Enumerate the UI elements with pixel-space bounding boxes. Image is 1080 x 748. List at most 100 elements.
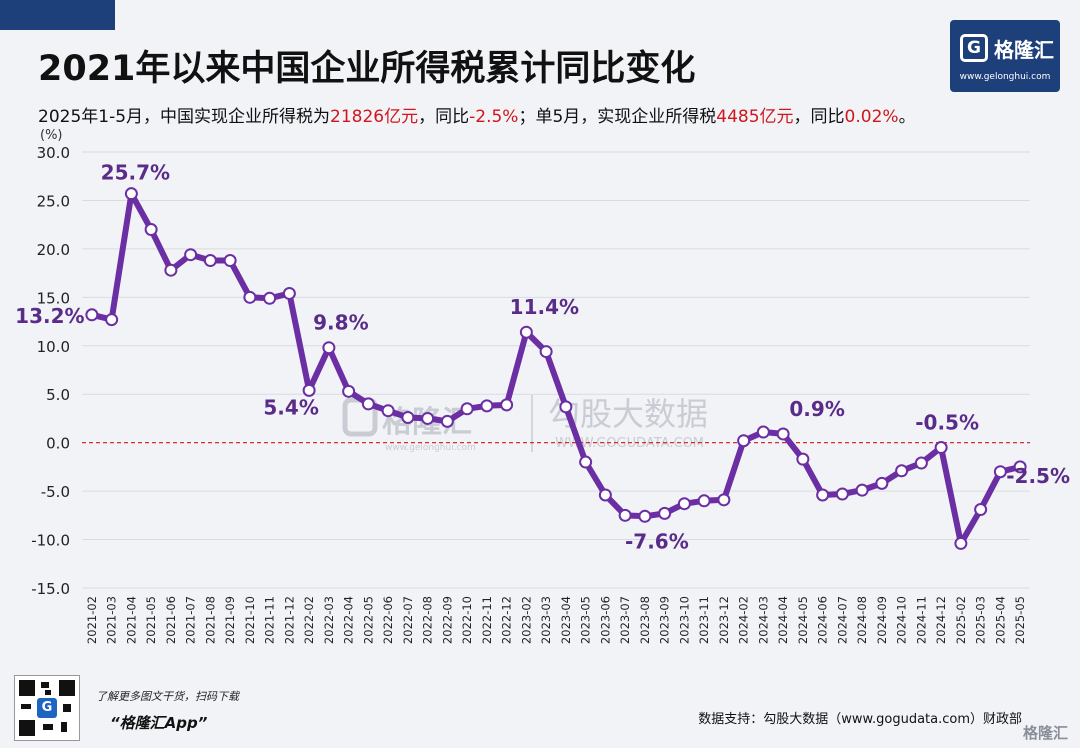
x-tick-label: 2024-12: [934, 596, 948, 644]
y-tick-label: 10.0: [37, 338, 70, 356]
data-point: [776, 427, 790, 441]
data-point: [717, 493, 731, 507]
subtitle-value-2: -2.5%: [469, 107, 519, 127]
data-point: [243, 290, 257, 304]
x-tick-label: 2022-03: [322, 596, 336, 644]
data-point: [914, 456, 928, 470]
data-point: [460, 402, 474, 416]
x-tick-label: 2024-08: [855, 596, 869, 644]
x-tick-label: 2021-03: [105, 596, 119, 644]
qr-code[interactable]: G: [14, 675, 80, 741]
x-tick-label: 2024-11: [914, 596, 928, 644]
x-tick-label: 2023-10: [677, 596, 691, 644]
data-label: 13.2%: [15, 304, 84, 328]
data-point: [381, 404, 395, 418]
x-tick-label: 2025-03: [974, 596, 988, 644]
x-tick-label: 2021-05: [144, 596, 158, 644]
x-tick-label: 2021-04: [124, 596, 138, 644]
x-tick-label: 2023-06: [598, 596, 612, 644]
qr-logo-icon: G: [37, 698, 57, 718]
chart-title: 2021年以来中国企业所得税累计同比变化: [38, 49, 696, 89]
x-tick-label: 2024-09: [875, 596, 889, 644]
data-point: [796, 452, 810, 466]
data-point: [756, 425, 770, 439]
logo-g-icon: G: [960, 34, 988, 62]
data-point: [500, 398, 514, 412]
data-point: [539, 345, 553, 359]
x-tick-label: 2024-10: [895, 596, 909, 644]
data-label: 0.9%: [789, 397, 844, 421]
data-point: [85, 308, 99, 322]
data-point: [203, 254, 217, 268]
data-point: [697, 494, 711, 508]
x-tick-label: 2021-10: [243, 596, 257, 644]
x-tick-label: 2023-12: [717, 596, 731, 644]
data-point: [184, 248, 198, 262]
data-point: [954, 536, 968, 550]
data-point: [421, 411, 435, 425]
x-tick-label: 2021-09: [223, 596, 237, 644]
data-point: [401, 410, 415, 424]
data-point: [322, 341, 336, 355]
data-label: -0.5%: [915, 411, 979, 435]
y-tick-label: 0.0: [46, 435, 70, 453]
data-point: [835, 487, 849, 501]
data-point: [223, 254, 237, 268]
data-point: [282, 286, 296, 300]
data-point: [658, 506, 672, 520]
gelonghui-logo: G 格隆汇 www.gelonghui.com: [950, 20, 1060, 92]
watermark-bottom-right: 格隆汇: [1022, 724, 1068, 742]
x-tick-label: 2023-11: [697, 596, 711, 644]
data-label: 9.8%: [313, 311, 368, 335]
data-point: [440, 414, 454, 428]
x-tick-label: 2023-02: [519, 596, 533, 644]
data-point: [559, 400, 573, 414]
subtitle-value-4: 0.02%: [844, 107, 899, 127]
subtitle-text-4: ，同比: [793, 107, 845, 127]
data-label: 25.7%: [101, 161, 170, 185]
data-point: [263, 291, 277, 305]
y-tick-label: 25.0: [37, 192, 70, 210]
data-point: [598, 488, 612, 502]
data-point: [875, 476, 889, 490]
x-tick-label: 2023-09: [658, 596, 672, 644]
x-tick-label: 2022-09: [440, 596, 454, 644]
data-point: [164, 263, 178, 277]
y-tick-label: 30.0: [37, 144, 70, 162]
subtitle-text-5: 。: [898, 107, 916, 127]
x-tick-label: 2021-11: [263, 596, 277, 644]
watermark-gelonghui-url: www.gelonghui.com: [385, 443, 476, 453]
logo-url: www.gelonghui.com: [959, 72, 1051, 82]
x-tick-label: 2023-07: [618, 596, 632, 644]
data-point: [895, 464, 909, 478]
data-point: [737, 434, 751, 448]
data-source: 数据支持：勾股大数据（www.gogudata.com）财政部: [698, 712, 1022, 727]
x-tick-label: 2022-02: [302, 596, 316, 644]
y-tick-label: 5.0: [46, 386, 70, 404]
data-point: [855, 483, 869, 497]
x-tick-label: 2023-04: [559, 596, 573, 644]
x-tick-label: 2024-04: [776, 596, 790, 644]
y-tick-label: -10.0: [31, 532, 70, 550]
x-tick-label: 2024-02: [737, 596, 751, 644]
watermark-group: 格隆汇 www.gelonghui.com 勾股大数据 WWW.GOGUDATA…: [342, 395, 708, 453]
data-point: [974, 503, 988, 517]
x-tick-label: 2022-10: [460, 596, 474, 644]
line-chart: 格隆汇 www.gelonghui.com 勾股大数据 WWW.GOGUDATA…: [15, 128, 1070, 644]
data-point: [519, 325, 533, 339]
data-label: 5.4%: [263, 395, 318, 419]
data-point: [144, 223, 158, 237]
x-tick-label: 2025-05: [1013, 596, 1027, 644]
x-tick-label: 2021-02: [85, 596, 99, 644]
x-tick-label: 2022-06: [381, 596, 395, 644]
data-point: [480, 399, 494, 413]
y-tick-label: 20.0: [37, 241, 70, 259]
y-tick-label: -5.0: [41, 483, 70, 501]
y-tick-label: 15.0: [37, 289, 70, 307]
data-label: 11.4%: [510, 295, 579, 319]
data-point: [105, 313, 119, 327]
x-tick-label: 2024-03: [756, 596, 770, 644]
subtitle-text-2: ，同比: [418, 107, 470, 127]
data-point: [124, 187, 138, 201]
data-point: [618, 508, 632, 522]
